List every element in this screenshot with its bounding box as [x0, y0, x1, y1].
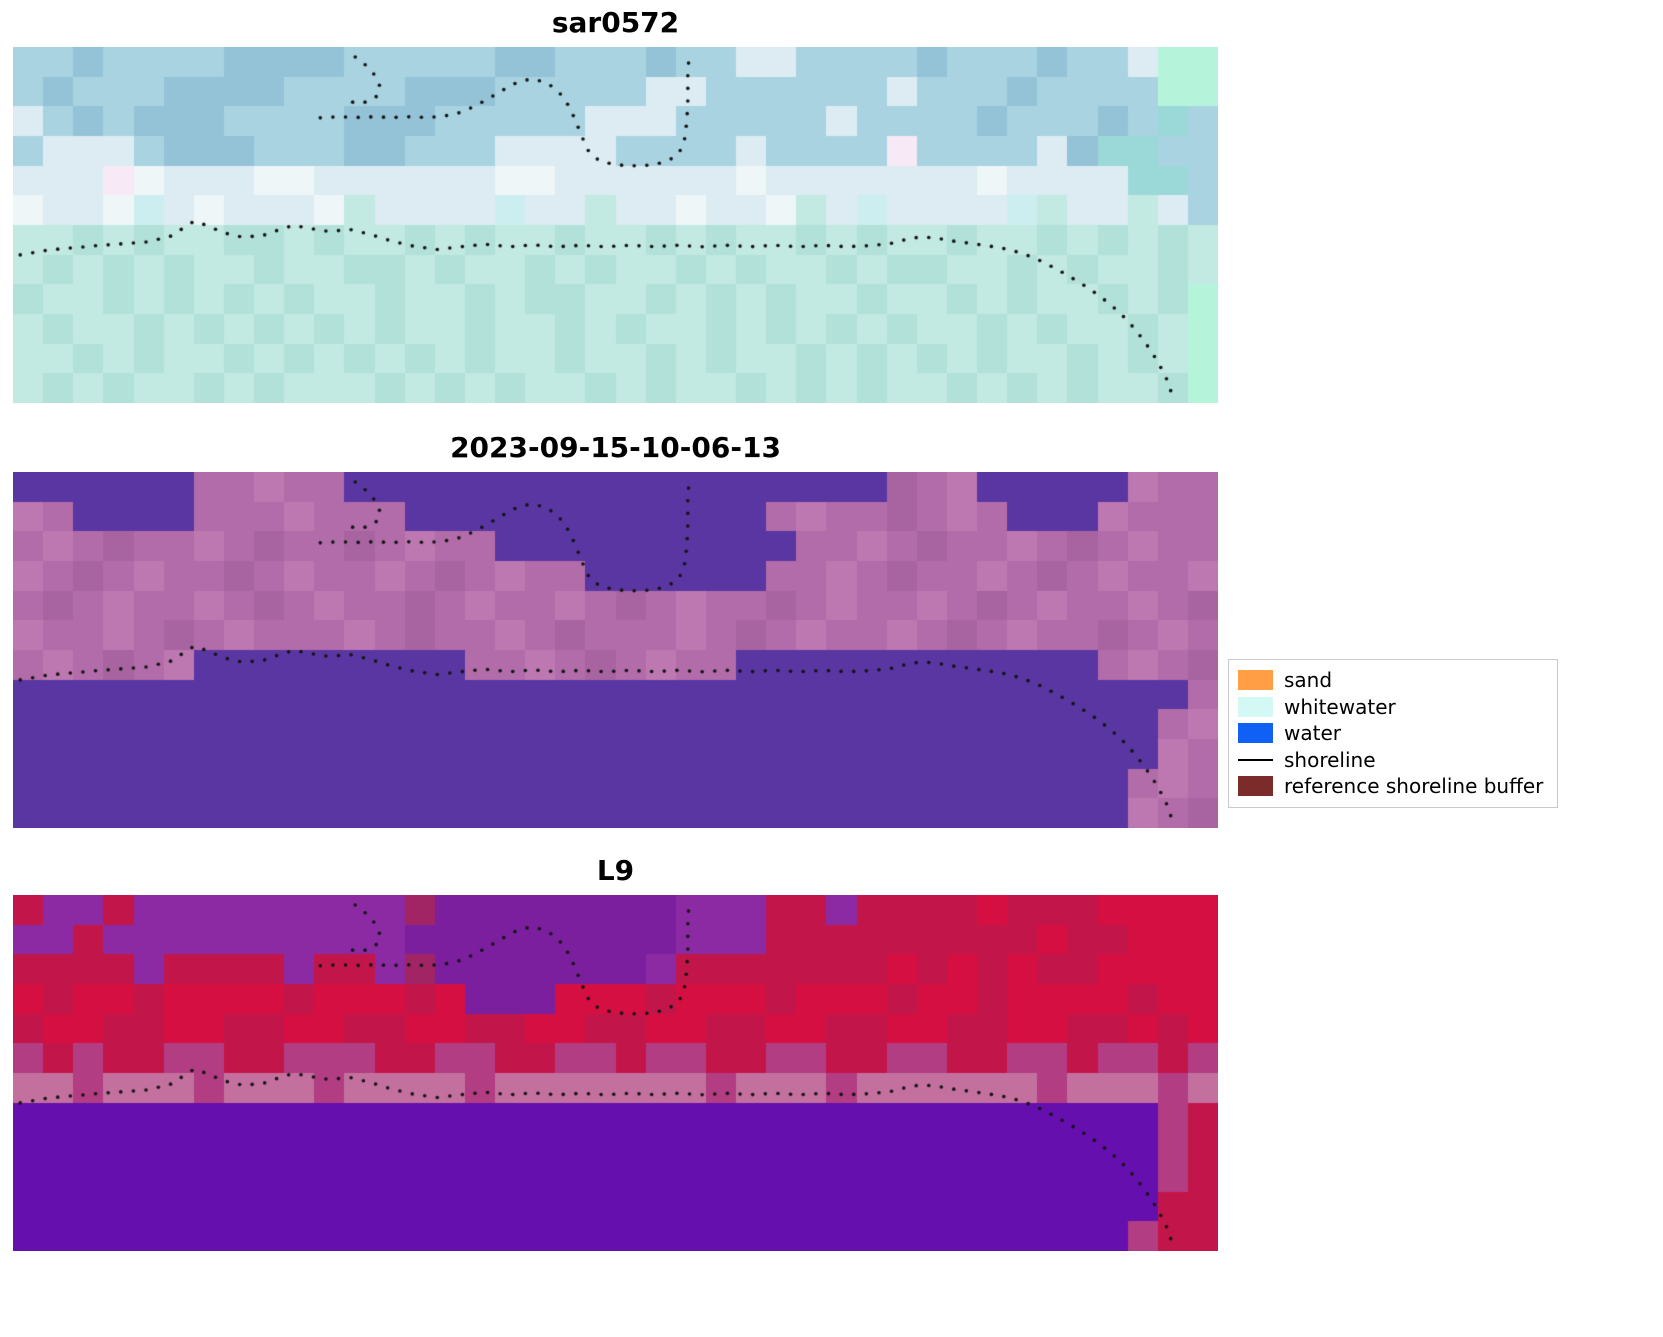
- panel2-title: 2023-09-15-10-06-13: [450, 431, 781, 464]
- legend-item-whitewater: whitewater: [1238, 694, 1543, 721]
- legend-label-sand: sand: [1284, 668, 1333, 693]
- legend-label-shoreline: shoreline: [1284, 747, 1376, 772]
- legend-item-water: water: [1238, 720, 1543, 747]
- shoreline-line-swatch: [1238, 758, 1273, 761]
- panel2-classification-image: [13, 472, 1218, 828]
- reference-shoreline-buffer-swatch: [1238, 776, 1273, 797]
- legend-item-sand: sand: [1238, 667, 1543, 694]
- legend-item-shoreline: shoreline: [1238, 747, 1543, 774]
- panel3-title: L9: [596, 854, 635, 887]
- legend-label-reference-buffer: reference shoreline buffer: [1284, 774, 1544, 799]
- whitewater-swatch: [1238, 696, 1273, 717]
- legend-label-whitewater: whitewater: [1284, 694, 1396, 719]
- legend: sand whitewater water shoreline referenc…: [1228, 659, 1559, 808]
- legend-label-water: water: [1284, 721, 1341, 746]
- panel3-l9-image: [13, 895, 1218, 1251]
- panel1-title: sar0572: [551, 6, 680, 39]
- legend-item-reference-buffer: reference shoreline buffer: [1238, 773, 1543, 800]
- sand-swatch: [1238, 670, 1273, 691]
- panel1-sar-image: [13, 47, 1218, 403]
- water-swatch: [1238, 723, 1273, 744]
